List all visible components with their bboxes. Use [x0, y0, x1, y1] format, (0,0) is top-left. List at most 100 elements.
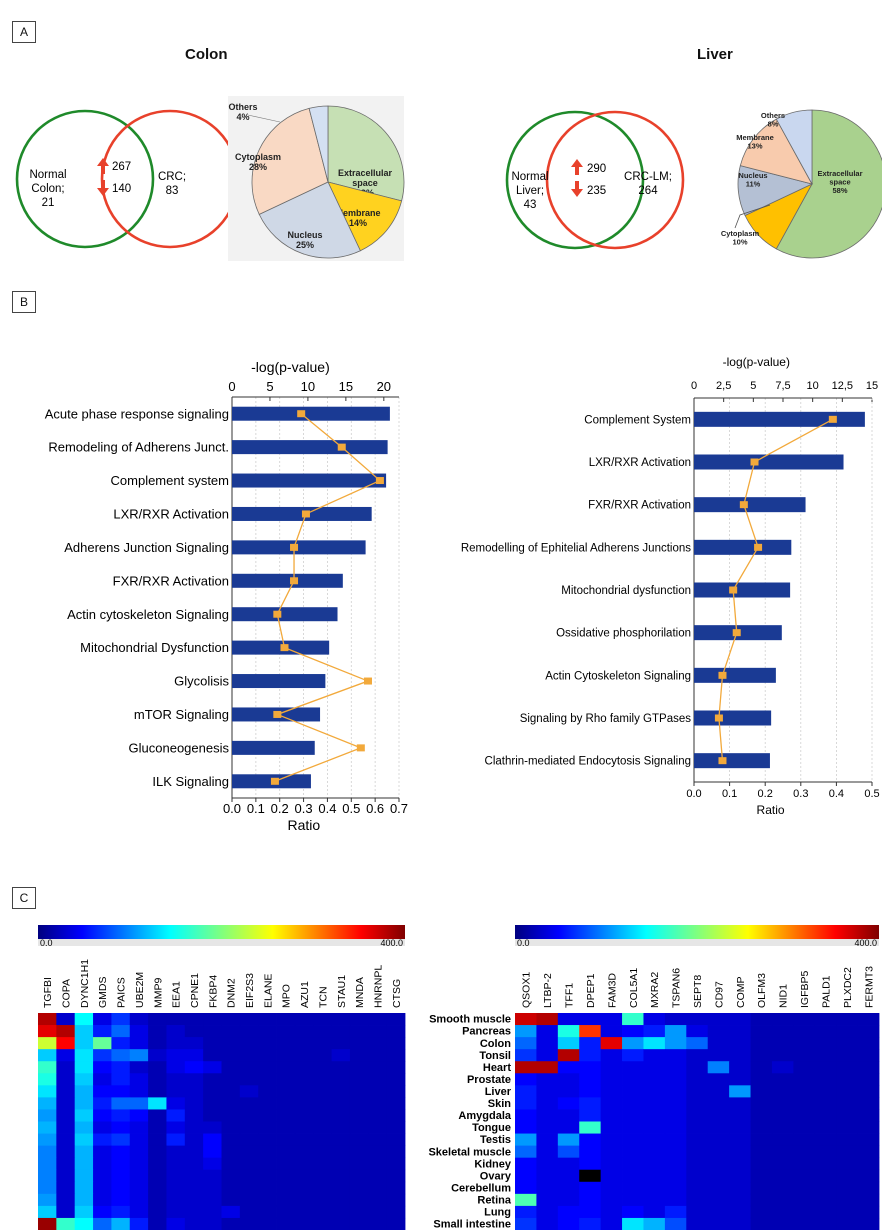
heatmap-cell	[276, 1013, 296, 1026]
heatmap-column-label: TCN	[317, 986, 329, 1008]
bottom-axis-title: Ratio	[287, 817, 320, 830]
heatmap-cell	[349, 1061, 369, 1074]
heatmap-cell	[750, 1205, 773, 1219]
heatmap-cell	[294, 1193, 314, 1207]
heatmap-cell	[184, 1157, 204, 1171]
heatmap-cell	[203, 1097, 222, 1110]
heatmap-cell	[643, 1049, 666, 1062]
heatmap-cell	[313, 1181, 332, 1195]
heatmap-cell	[239, 1145, 259, 1159]
heatmap-cell	[793, 1133, 816, 1147]
heatmap-cell	[74, 1205, 94, 1219]
heatmap-column-label: DPEP1	[585, 973, 597, 1008]
scale-min-label: 0.0	[40, 938, 53, 948]
heatmap-cell	[793, 1073, 816, 1086]
heatmap-cell	[221, 1133, 241, 1147]
heatmap-cell	[664, 1205, 687, 1219]
heatmap-cell	[368, 1013, 388, 1026]
pvalue-bar	[694, 539, 792, 555]
heatmap-cell	[707, 1205, 730, 1219]
heatmap-cell	[793, 1157, 816, 1171]
heatmap-cell	[857, 1169, 880, 1183]
venn-left-label-line3: 21	[42, 197, 55, 209]
pie-slice-label: space	[829, 178, 850, 187]
heatmap-cell	[814, 1145, 837, 1159]
heatmap-cell	[148, 1025, 167, 1038]
heatmap-row-label: Small intestine	[433, 1219, 511, 1230]
heatmap-cell	[793, 1109, 816, 1122]
heatmap-cell	[836, 1061, 858, 1074]
heatmap-cell	[579, 1061, 602, 1074]
heatmap-row-label: Lung	[484, 1207, 511, 1219]
heatmap-cell	[74, 1157, 94, 1171]
heatmap-column-label: MPO	[281, 984, 293, 1008]
heatmap-cell	[74, 1145, 94, 1159]
heatmap-cell	[166, 1181, 186, 1195]
pie-slice-percent: 58%	[832, 186, 847, 195]
category-label: Glycolisis	[174, 674, 229, 689]
heatmap-cell	[148, 1145, 167, 1159]
heatmap-cell	[600, 1205, 623, 1219]
heatmap-cell	[836, 1121, 858, 1134]
heatmap-cell	[93, 1169, 112, 1183]
heatmap-row-label: Prostate	[467, 1074, 511, 1086]
heatmap-cell	[239, 1085, 259, 1098]
heatmap-cell	[148, 1205, 167, 1219]
color-scale-bar	[38, 925, 405, 939]
heatmap-column-label: ELANE	[262, 974, 274, 1008]
heatmap-cell	[203, 1049, 222, 1062]
heatmap-cell	[515, 1061, 537, 1074]
heatmap-cell	[368, 1169, 388, 1183]
heatmap-cell	[729, 1181, 751, 1195]
heatmap-cell	[38, 1169, 57, 1183]
heatmap-cell	[386, 1121, 406, 1134]
heatmap-cell	[814, 1097, 837, 1110]
pvalue-bar	[232, 607, 338, 622]
heatmap-cell	[515, 1109, 537, 1122]
heatmap-cell	[203, 1169, 222, 1183]
heatmap-cell	[313, 1121, 332, 1134]
heatmap-cell	[600, 1049, 623, 1062]
pie-callout-line	[247, 114, 281, 123]
heatmap-cell	[707, 1013, 730, 1026]
heatmap-column-label: DYNC1H1	[79, 959, 91, 1008]
pvalue-bar	[694, 667, 776, 683]
heatmap-cell	[111, 1061, 131, 1074]
pie-slice-label: Cytoplasm	[721, 229, 760, 238]
ratio-marker	[750, 458, 759, 466]
heatmap-cell	[686, 1169, 709, 1183]
heatmap-cell	[857, 1097, 880, 1110]
heatmap-column-label: MXRA2	[649, 972, 661, 1008]
category-label: Adherens Junction Signaling	[64, 540, 229, 555]
heatmap-cell	[557, 1061, 580, 1074]
scale-max-label: 400.0	[380, 938, 403, 948]
heatmap-cell	[148, 1181, 167, 1195]
heatmap-cell	[129, 1037, 149, 1050]
heatmap-cell	[74, 1217, 94, 1230]
heatmap-cell	[331, 1145, 351, 1159]
top-tick-label: 0	[228, 379, 235, 394]
heatmap-cell	[857, 1193, 880, 1207]
pvalue-bar	[232, 540, 366, 555]
heatmap-cell	[836, 1193, 858, 1207]
heatmap-cell	[771, 1133, 794, 1147]
top-axis-title: -log(p-value)	[251, 359, 330, 375]
heatmap-cell	[294, 1121, 314, 1134]
heatmap-cell	[349, 1013, 369, 1026]
heatmap-cell	[600, 1037, 623, 1050]
heatmap-cell	[129, 1109, 149, 1122]
heatmap-column-label: MNDA	[354, 977, 366, 1008]
heatmap-cell	[349, 1133, 369, 1147]
heatmap-cell	[349, 1193, 369, 1207]
category-label: LXR/RXR Activation	[589, 457, 691, 469]
heatmap-cell	[750, 1169, 773, 1183]
heatmap-cell	[857, 1121, 880, 1134]
heatmap-cell	[221, 1109, 241, 1122]
heatmap-cell	[536, 1205, 559, 1219]
heatmap-cell	[203, 1121, 222, 1134]
heatmap-cell	[74, 1169, 94, 1183]
heatmap-cell	[643, 1217, 666, 1230]
heatmap-cell	[622, 1085, 644, 1098]
top-tick-label: 12,5	[832, 380, 853, 392]
heatmap-cell	[515, 1169, 537, 1183]
